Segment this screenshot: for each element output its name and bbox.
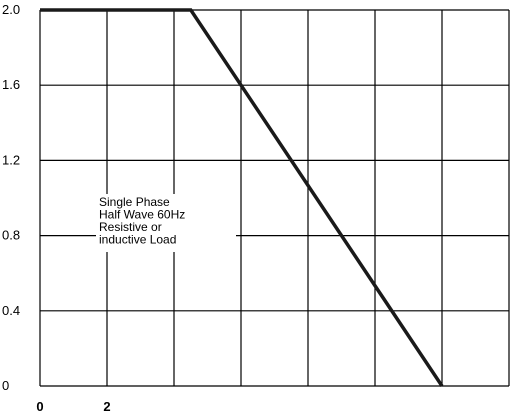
annotation-text-line: Single Phase xyxy=(99,195,170,209)
y-tick-label: 0 xyxy=(2,378,9,393)
series xyxy=(40,8,444,387)
annotation-text-line: Resistive or xyxy=(99,220,162,234)
x-tick-label: 0 xyxy=(36,399,43,414)
annotation-text-line: inductive Load xyxy=(99,233,176,247)
annotation-text-line: Half Wave 60Hz xyxy=(99,208,185,222)
annotation-background xyxy=(96,194,236,252)
y-tick-label: 1.2 xyxy=(2,152,20,167)
y-tick-label: 2.0 xyxy=(2,2,20,17)
y-tick-label: 0.4 xyxy=(2,303,20,318)
y-tick-label: 0.8 xyxy=(2,228,20,243)
y-tick-label: 1.6 xyxy=(2,77,20,92)
y-axis-ticks: 2.0 1.6 1.2 0.8 0.4 0 xyxy=(2,2,20,393)
x-tick-label: 2 xyxy=(103,399,110,414)
series-line xyxy=(40,8,444,387)
